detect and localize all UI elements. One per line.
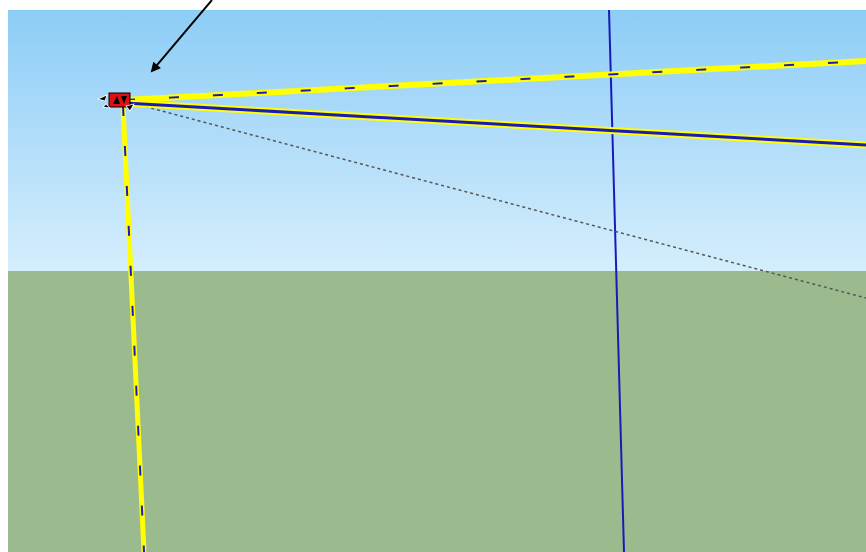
move-cursor-icon <box>96 94 135 112</box>
dotted-guide-line <box>127 101 866 299</box>
blue-axis-vertical <box>608 10 625 552</box>
selected-edge-top[interactable] <box>124 58 866 103</box>
selected-edge-top-dash <box>124 60 866 101</box>
selected-edge-vertical[interactable] <box>120 105 147 552</box>
annotation-arrow-icon <box>150 0 213 73</box>
ground-plane <box>8 271 866 552</box>
modeling-viewport[interactable] <box>8 10 866 552</box>
inference-endpoint-icon <box>108 92 131 108</box>
scene-lines <box>96 10 866 552</box>
sky-background <box>8 10 866 271</box>
edge-lower-axis[interactable] <box>124 101 866 147</box>
